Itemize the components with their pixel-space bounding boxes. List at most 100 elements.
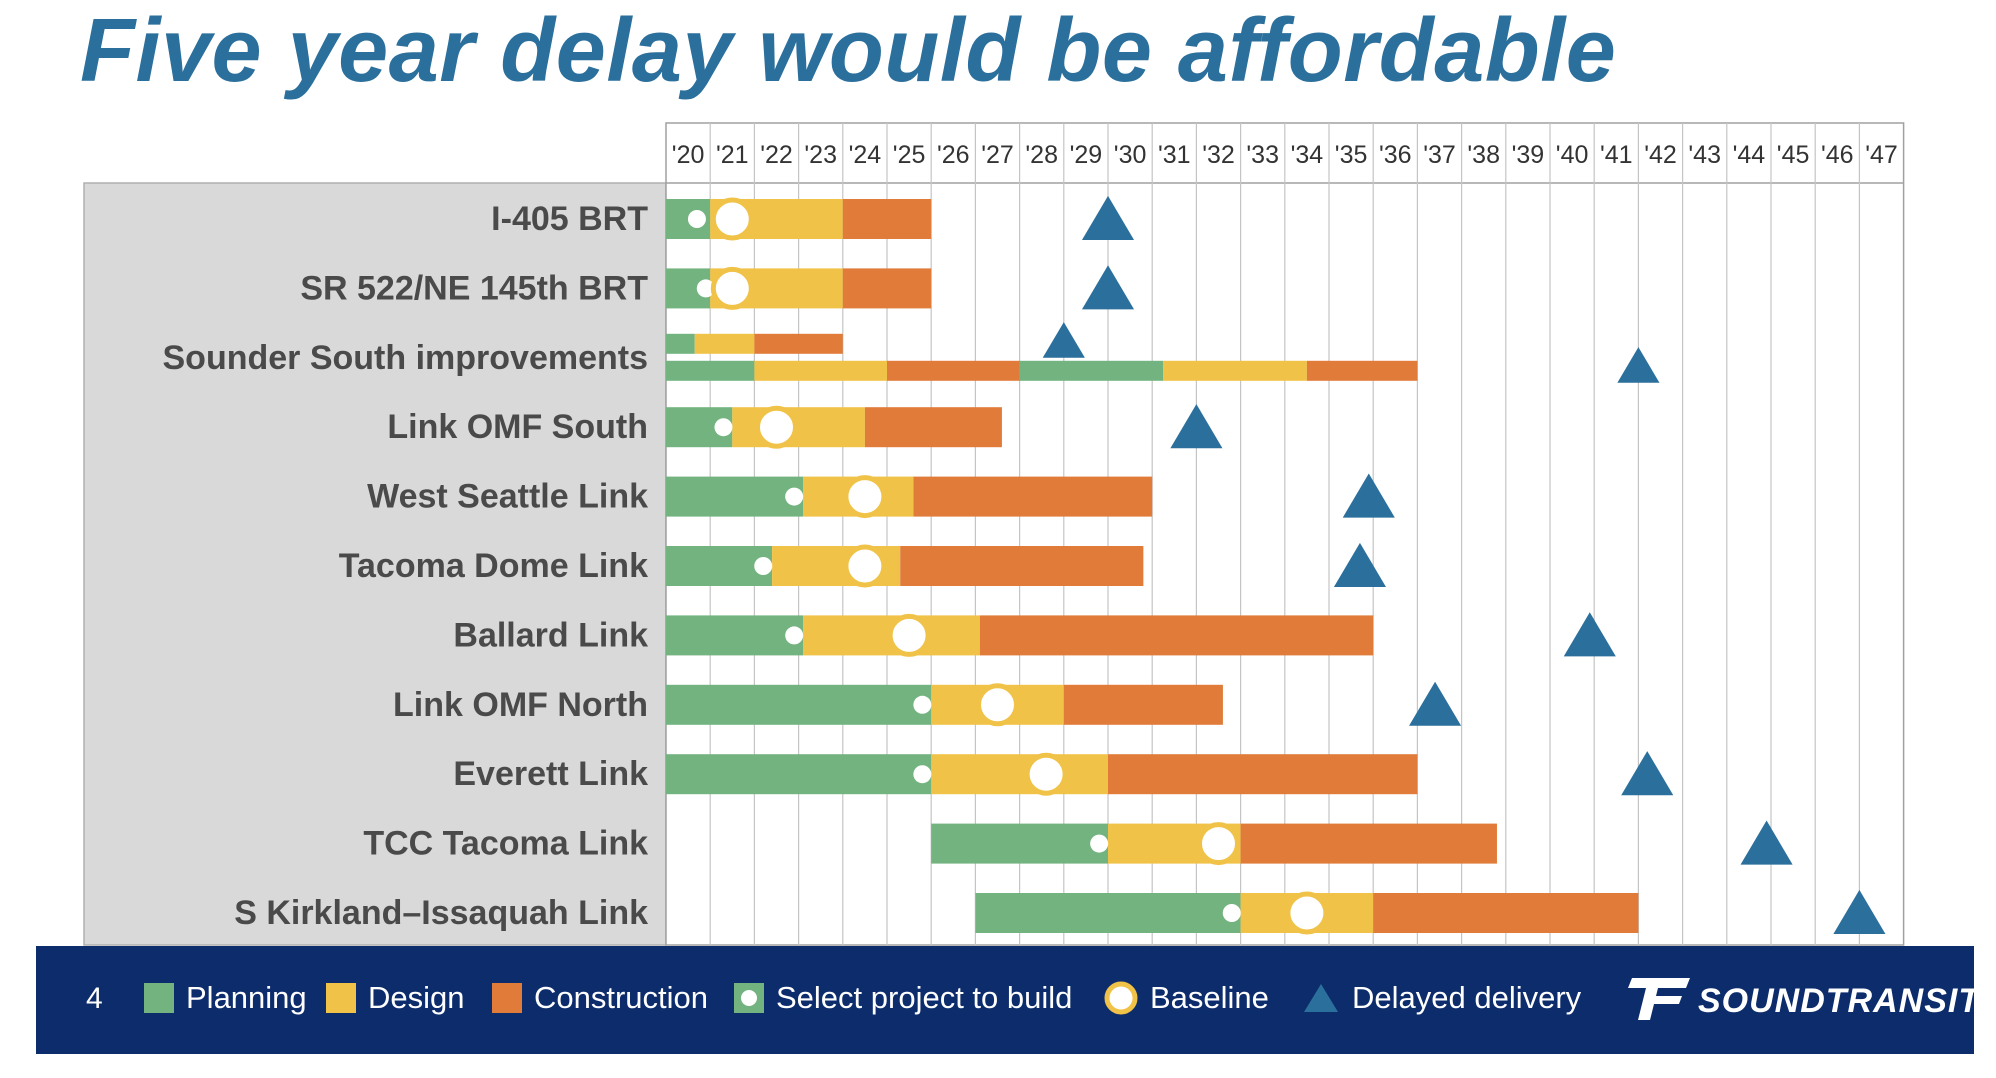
- select-marker: [714, 418, 733, 437]
- year-tick-label: '28: [1025, 141, 1058, 169]
- year-tick-label: '40: [1556, 141, 1589, 169]
- year-tick-label: '29: [1070, 141, 1103, 169]
- project-label: TCC Tacoma Link: [363, 825, 648, 863]
- project-label: Link OMF North: [393, 686, 648, 724]
- project-label: Link OMF South: [387, 408, 648, 446]
- baseline-marker: [1024, 752, 1068, 796]
- year-tick-label: '21: [716, 141, 749, 169]
- planning-bar: [975, 893, 1241, 933]
- gantt-chart: '20 '21 '22 '23 '24 '25 '26 '27 '28 '29 '30 '31 '32 '…: [83, 122, 1905, 946]
- construction-bar: [1240, 823, 1497, 864]
- legend-select-label: Select project to build: [776, 980, 1073, 1015]
- page-title: Five year delay would be affordable: [80, 1, 1617, 101]
- planning-bar: [666, 615, 804, 656]
- year-tick-label: '32: [1202, 141, 1235, 169]
- project-label: West Seattle Link: [367, 478, 648, 516]
- sound-transit-logo-mark: [1628, 978, 1690, 1020]
- delayed-marker: [1617, 347, 1660, 383]
- construction-bar: [842, 199, 932, 239]
- construction-bar: [979, 615, 1374, 656]
- year-tick-label: '34: [1291, 141, 1324, 169]
- year-tick-label: '24: [849, 141, 882, 169]
- construction-bar: [900, 546, 1144, 586]
- project-label: Ballard Link: [453, 616, 648, 654]
- year-tick-label: '33: [1246, 141, 1279, 169]
- select-marker: [1222, 904, 1241, 922]
- project-label: SR 522/NE 145th BRT: [300, 269, 648, 307]
- construction-bar: [1063, 684, 1223, 725]
- year-tick-label: '31: [1158, 141, 1191, 169]
- legend-design-label: Design: [368, 980, 465, 1015]
- planning-bar: [666, 476, 804, 517]
- page-number: 4: [86, 982, 103, 1015]
- baseline-marker: [1197, 822, 1240, 866]
- baseline-marker: [710, 266, 754, 310]
- baseline-marker: [1285, 891, 1329, 935]
- design-bar: [732, 407, 865, 448]
- construction-bar: [1108, 754, 1418, 795]
- design-swatch: [326, 983, 356, 1013]
- delayed-marker: [1740, 820, 1793, 865]
- project-label: Sounder South improvements: [163, 339, 649, 377]
- legend-construction: Construction: [492, 976, 708, 1020]
- design-bar: [694, 333, 755, 354]
- design-bar: [1163, 360, 1307, 381]
- delayed-marker: [1621, 751, 1674, 796]
- select-marker: [785, 626, 804, 645]
- year-tick-label: '41: [1600, 141, 1633, 169]
- planning-swatch: [144, 983, 174, 1013]
- year-tick-label: '30: [1114, 141, 1147, 169]
- legend-delayed-label: Delayed delivery: [1352, 980, 1582, 1015]
- legend-planning-label: Planning: [186, 980, 307, 1015]
- select-marker: [913, 695, 932, 714]
- legend-construction-label: Construction: [534, 980, 709, 1015]
- baseline-marker: [843, 544, 887, 588]
- design-bar: [754, 360, 887, 381]
- label-panel: [83, 182, 667, 946]
- construction-bar: [913, 476, 1153, 517]
- year-tick-label: '36: [1379, 141, 1412, 169]
- construction-bar: [1306, 360, 1418, 381]
- construction-bar: [864, 407, 1002, 448]
- project-label: I-405 BRT: [491, 200, 648, 238]
- delayed-swatch: [1304, 984, 1338, 1012]
- delayed-marker: [1409, 681, 1462, 726]
- delayed-marker: [1342, 473, 1395, 518]
- year-tick-label: '27: [981, 141, 1014, 169]
- planning-bar: [931, 823, 1108, 864]
- planning-bar: [666, 684, 932, 725]
- construction-bar: [1373, 893, 1639, 933]
- delayed-marker: [1333, 542, 1386, 587]
- year-tick-label: '43: [1688, 141, 1721, 169]
- planning-bar: [666, 360, 755, 381]
- year-tick-label: '47: [1865, 141, 1898, 169]
- legend-baseline: Baseline: [1104, 976, 1269, 1020]
- project-label: Everett Link: [453, 755, 648, 793]
- logo-text: SOUNDTRANSIT: [1698, 982, 1981, 1020]
- construction-swatch: [492, 983, 522, 1013]
- delayed-marker: [1833, 889, 1886, 934]
- year-tick-label: '46: [1821, 141, 1854, 169]
- delayed-marker: [1081, 195, 1135, 240]
- year-tick-label: '23: [804, 141, 837, 169]
- delayed-marker: [1081, 265, 1135, 310]
- footer-bar: 4 Planning Design Construction Select pr…: [36, 946, 1979, 1054]
- select-marker: [913, 765, 932, 784]
- legend-select: Select project to build: [734, 976, 1072, 1020]
- legend-design: Design: [326, 976, 465, 1020]
- select-marker: [687, 210, 706, 228]
- baseline-marker: [887, 613, 931, 657]
- year-tick-label: '44: [1733, 141, 1766, 169]
- baseline-marker: [843, 475, 887, 519]
- baseline-marker: [710, 197, 754, 241]
- legend-baseline-label: Baseline: [1150, 980, 1269, 1015]
- year-tick-label: '35: [1335, 141, 1368, 169]
- design-bar: [931, 754, 1108, 795]
- construction-bar: [887, 360, 1020, 381]
- year-tick-label: '37: [1423, 141, 1456, 169]
- year-tick-label: '22: [760, 141, 793, 169]
- year-tick-label: '26: [937, 141, 970, 169]
- select-marker: [696, 279, 715, 298]
- year-tick-label: '20: [672, 141, 705, 169]
- delayed-marker: [1170, 404, 1223, 449]
